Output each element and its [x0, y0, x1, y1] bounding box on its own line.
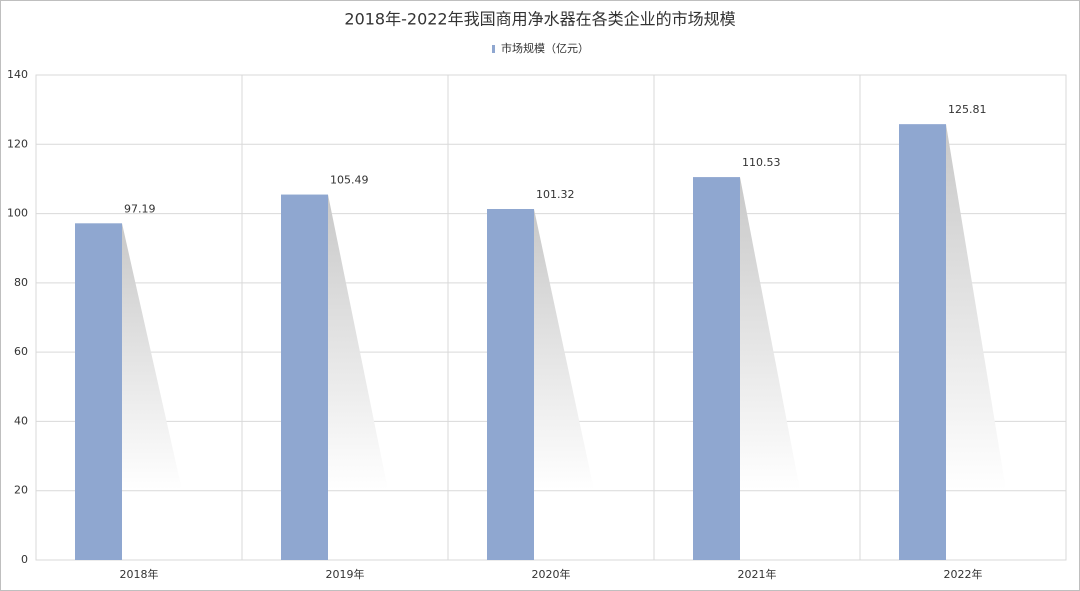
bar: [75, 223, 122, 560]
bar-shadow: [740, 177, 800, 490]
x-tick-label: 2018年: [120, 567, 159, 581]
bar-shadow: [328, 194, 388, 491]
y-tick-label: 0: [21, 553, 28, 566]
bar: [899, 124, 946, 561]
legend-swatch: [492, 45, 495, 53]
bar: [693, 177, 740, 560]
y-tick-label: 140: [7, 68, 28, 81]
x-tick-label: 2020年: [532, 567, 571, 581]
y-tick-label: 40: [14, 414, 28, 427]
y-tick-label: 80: [14, 276, 28, 289]
x-tick-label: 2021年: [738, 567, 777, 581]
y-tick-label: 20: [14, 484, 28, 497]
x-tick-label: 2019年: [326, 567, 365, 581]
y-tick-label: 60: [14, 345, 28, 358]
data-label: 125.81: [948, 103, 987, 116]
data-label: 105.49: [330, 174, 369, 187]
data-label: 110.53: [742, 156, 781, 169]
bar-shadow: [122, 223, 182, 490]
bar: [281, 194, 328, 561]
data-label: 97.19: [124, 202, 156, 215]
chart-title: 2018年-2022年我国商用净水器在各类企业的市场规模: [344, 10, 735, 29]
legend-label: 市场规模（亿元）: [501, 41, 589, 55]
y-tick-label: 120: [7, 137, 28, 150]
bar-shadow: [946, 124, 1006, 491]
y-tick-label: 100: [7, 207, 28, 220]
bar: [487, 208, 534, 560]
bar-shadow: [534, 208, 594, 490]
data-label: 101.32: [536, 188, 575, 201]
x-tick-label: 2022年: [944, 567, 983, 581]
